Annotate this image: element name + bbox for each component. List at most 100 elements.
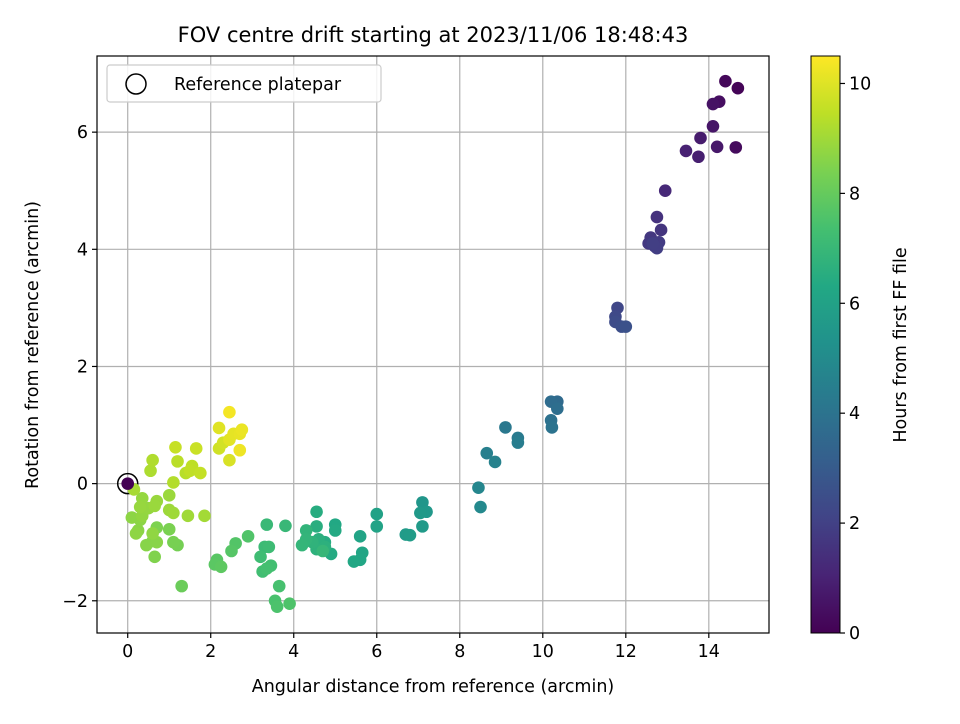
data-point: [474, 500, 487, 514]
data-point: [299, 524, 313, 537]
data-point: [646, 237, 660, 250]
data-point: [129, 527, 143, 540]
legend: Reference platepar: [106, 64, 382, 103]
colorbar-label: Hours from first FF file: [891, 247, 911, 442]
data-point: [279, 519, 292, 533]
x-tick-label: 8: [454, 642, 465, 662]
legend-box: [106, 64, 382, 103]
data-point: [235, 423, 249, 437]
data-point: [144, 464, 157, 478]
data-point: [416, 496, 429, 509]
data-point: [731, 81, 745, 95]
data-point: [295, 538, 309, 552]
data-point: [121, 477, 135, 490]
data-point: [181, 509, 195, 523]
data-point: [146, 527, 159, 540]
data-point: [260, 562, 274, 575]
data-point: [545, 421, 559, 434]
x-tick-label: 4: [288, 642, 299, 662]
x-tick-label: 2: [205, 642, 216, 662]
data-point: [511, 436, 525, 449]
data-point: [183, 464, 197, 478]
grid-lines: [97, 56, 769, 633]
colorbar-gradient: [810, 55, 841, 634]
data-point: [133, 500, 147, 514]
data-point: [283, 597, 296, 611]
data-point: [233, 443, 247, 457]
data-point: [403, 528, 417, 542]
data-point: [146, 453, 159, 467]
y-tick-label: 2: [77, 357, 88, 377]
data-point: [650, 210, 664, 224]
x-tick-label: 0: [122, 642, 133, 662]
data-point: [214, 560, 228, 574]
data-point: [171, 455, 184, 468]
colorbar-tick-label: 0: [849, 624, 860, 644]
data-point: [499, 421, 512, 434]
colorbar-tick-label: 6: [849, 294, 860, 314]
data-point: [472, 481, 485, 495]
data-point: [272, 579, 286, 593]
data-point: [167, 476, 180, 489]
data-point: [175, 579, 188, 593]
data-point: [198, 509, 211, 523]
legend-entry-reference-platepar: Reference platepar: [174, 75, 342, 95]
data-point: [140, 538, 153, 552]
data-point: [262, 540, 276, 554]
data-point: [167, 506, 180, 520]
data-point: [370, 507, 384, 521]
data-point: [212, 421, 226, 435]
x-axis: 0 2 4 6 8 10 12 14: [122, 633, 720, 662]
x-tick-label: 12: [615, 642, 637, 662]
y-axis-label: Rotation from reference (arcmin): [23, 201, 43, 489]
colorbar-tick-label: 2: [849, 514, 860, 534]
data-point: [241, 530, 255, 543]
data-point: [347, 555, 361, 568]
data-point: [169, 441, 182, 454]
plot-area: [96, 55, 770, 634]
colorbar-tick-label: 8: [849, 184, 860, 204]
data-point: [270, 600, 284, 613]
data-point: [414, 506, 427, 520]
x-axis-label: Angular distance from reference (arcmin): [252, 677, 615, 697]
chart-title: FOV centre drift starting at 2023/11/06 …: [178, 23, 689, 47]
data-point: [694, 131, 707, 145]
data-point: [729, 141, 743, 154]
data-point: [162, 489, 176, 502]
data-point: [551, 402, 564, 415]
data-point: [679, 144, 693, 158]
data-point: [353, 530, 367, 543]
data-point: [254, 550, 267, 564]
x-tick-label: 10: [532, 642, 554, 662]
data-point: [194, 466, 207, 480]
y-axis: −2 0 2 4 6: [62, 123, 97, 612]
data-point: [225, 544, 238, 558]
data-point: [328, 524, 342, 537]
data-point: [706, 119, 720, 133]
data-point: [316, 544, 330, 558]
data-point: [223, 405, 236, 419]
data-point: [148, 499, 161, 513]
data-point: [416, 520, 429, 533]
data-point: [710, 140, 724, 154]
colorbar-tick-label: 4: [849, 404, 860, 424]
data-point: [162, 523, 176, 536]
data-point: [223, 453, 236, 467]
y-tick-label: 6: [77, 123, 88, 143]
reference-platepar-marker: [116, 472, 139, 495]
colorbar: 0 2 4 6 8 10 Hours from first FF file: [810, 55, 911, 644]
data-point: [167, 535, 180, 549]
data-point: [310, 520, 323, 533]
data-points: [116, 74, 745, 613]
data-point: [125, 511, 139, 524]
y-tick-label: −2: [62, 592, 88, 612]
data-point: [658, 184, 672, 198]
colorbar-ticks: 0 2 4 6 8 10: [840, 74, 871, 644]
data-point: [654, 223, 668, 237]
y-tick-label: 4: [77, 240, 88, 260]
x-tick-label: 6: [371, 642, 382, 662]
colorbar-tick-label: 10: [849, 74, 871, 94]
data-point: [480, 446, 494, 460]
data-point: [189, 442, 203, 455]
